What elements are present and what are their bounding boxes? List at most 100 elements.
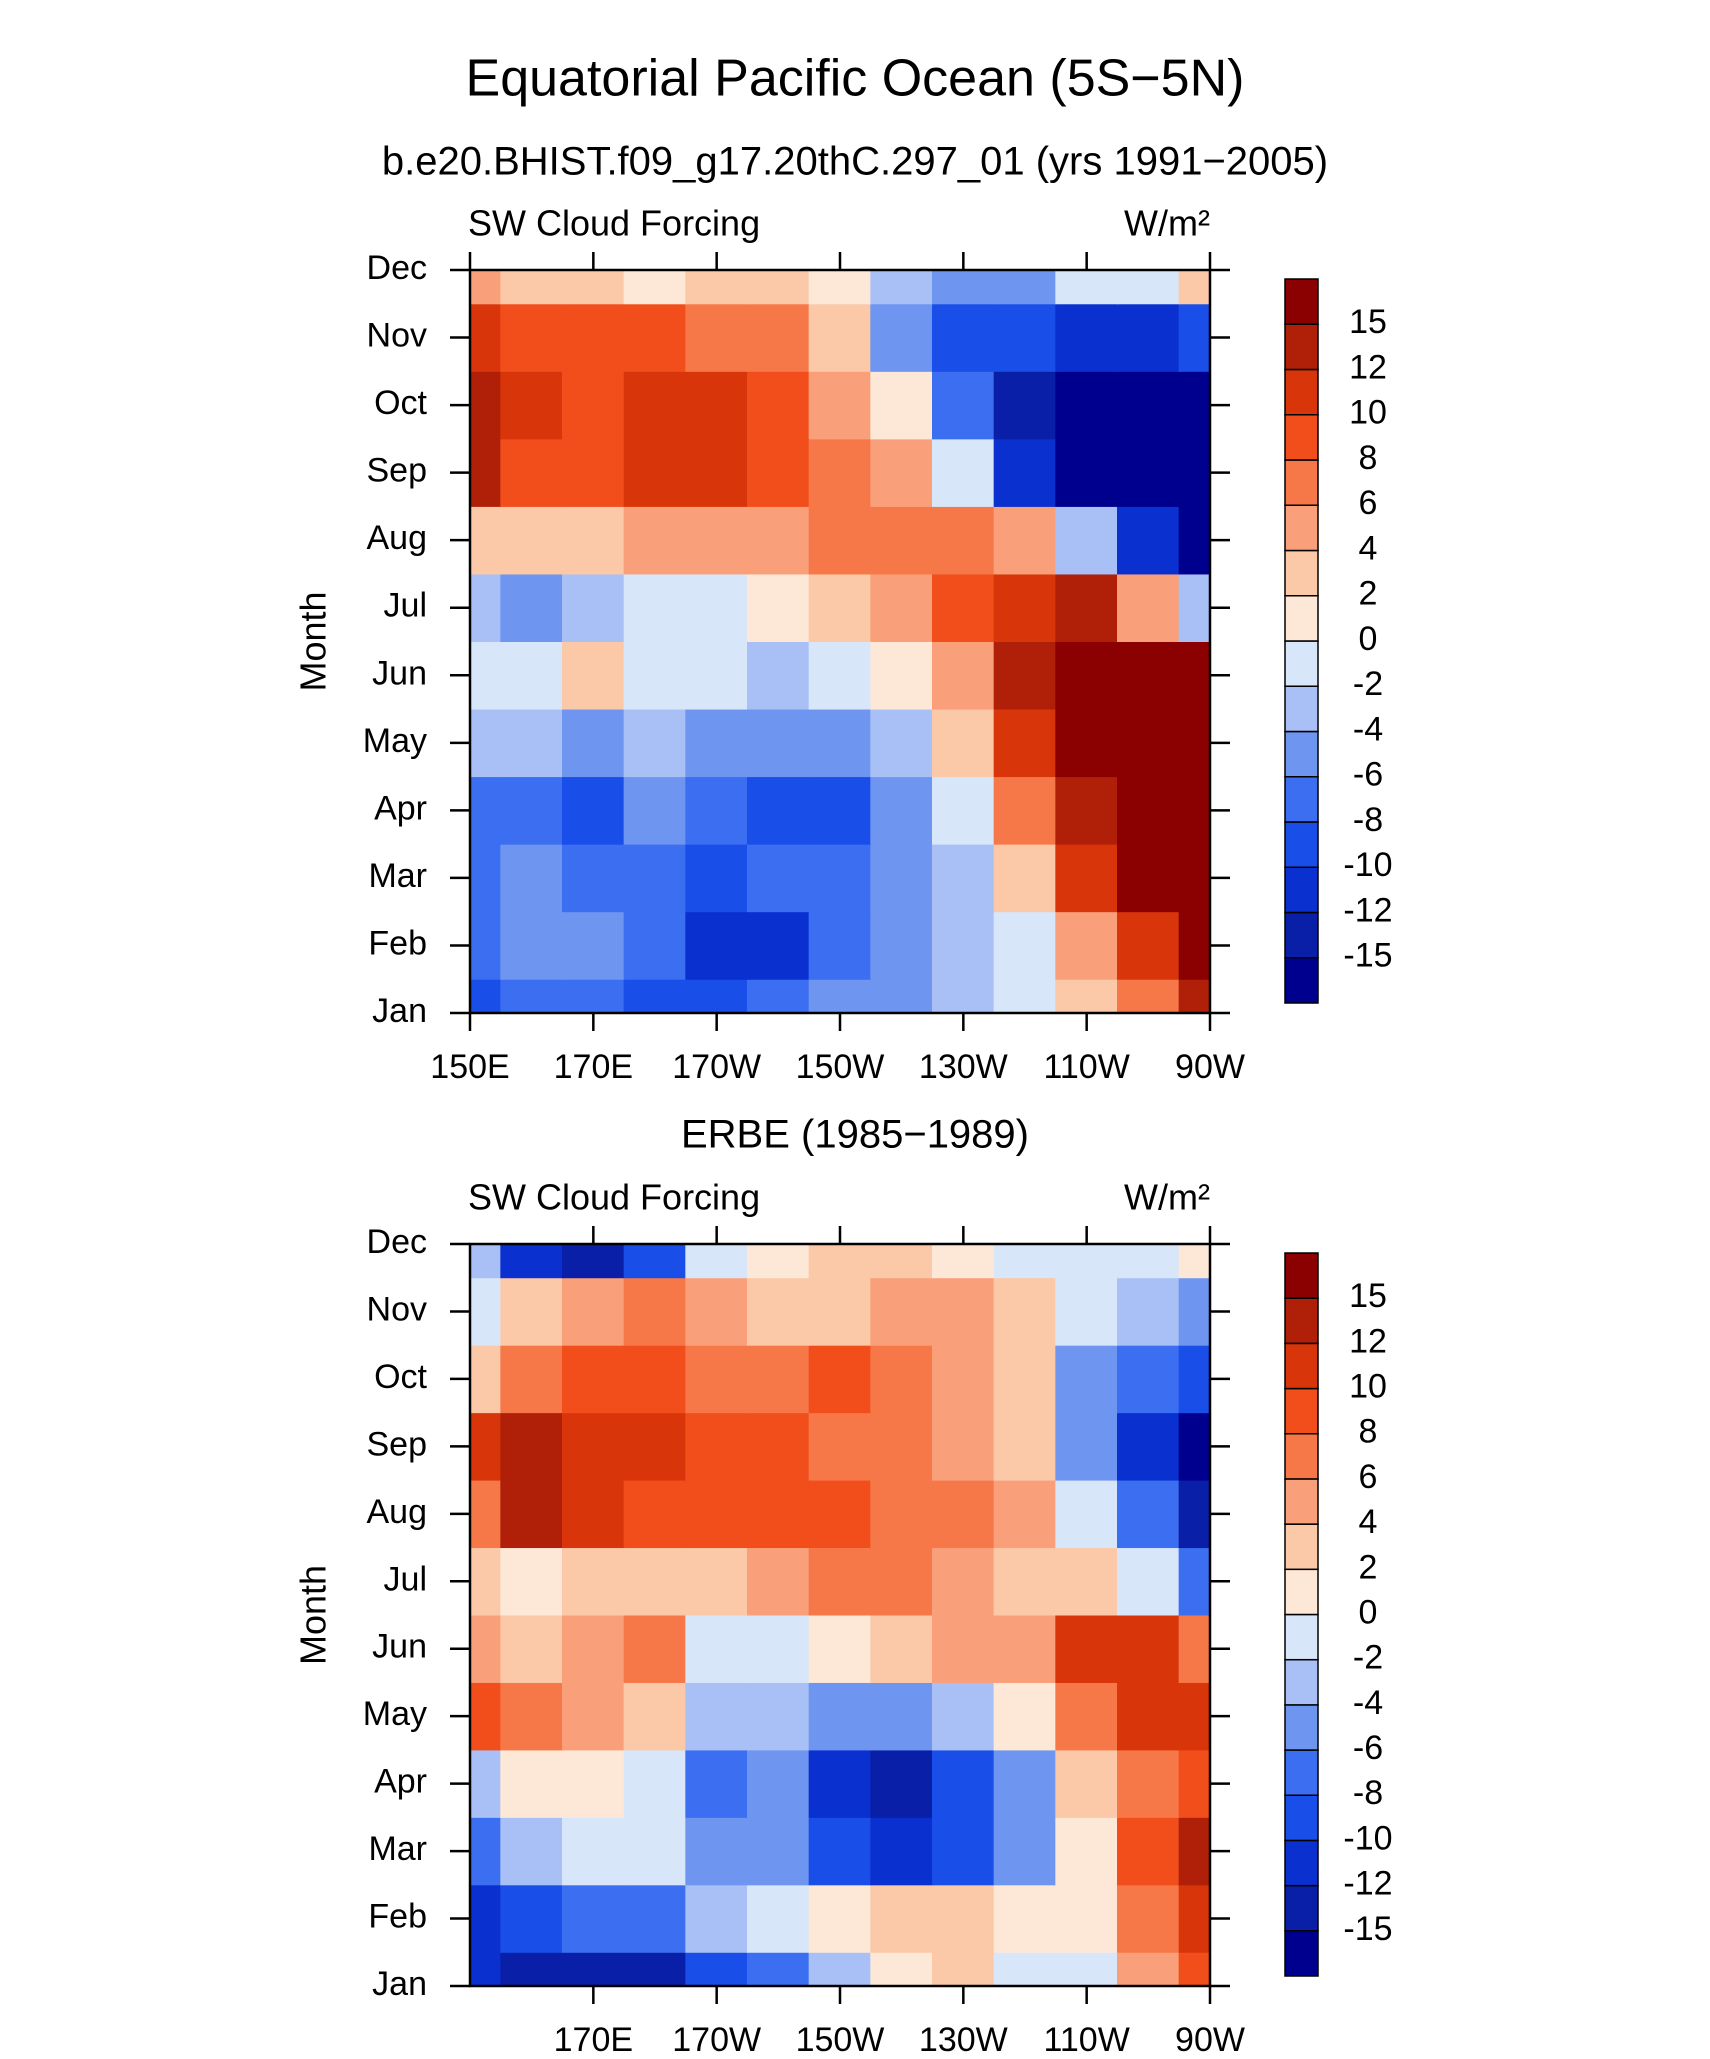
cell	[808, 303, 872, 372]
cell	[1117, 1614, 1180, 1683]
cell	[1117, 1547, 1180, 1616]
colorbar-label: 0	[1359, 1593, 1378, 1631]
cell	[993, 1479, 1057, 1549]
cell	[1055, 303, 1118, 372]
cell	[685, 1277, 748, 1346]
y-tick-label: Feb	[368, 924, 427, 962]
colorbar-label: -2	[1353, 665, 1383, 703]
cell	[500, 1951, 563, 1986]
x-tick-label: 90W	[1175, 1048, 1245, 1086]
cell	[1117, 978, 1180, 1013]
cell	[932, 641, 995, 710]
cell	[685, 573, 748, 642]
colorbar-label: 2	[1359, 575, 1378, 613]
cell	[870, 270, 933, 305]
cell	[470, 1344, 502, 1414]
cell	[562, 1884, 625, 1953]
colorbar-label: 10	[1349, 394, 1387, 432]
y-tick-label: Apr	[374, 789, 427, 827]
colorbar-label: -4	[1353, 1684, 1383, 1722]
cell	[470, 370, 502, 440]
cell	[623, 1614, 687, 1683]
colorbar-box	[1284, 685, 1319, 733]
x-tick-label: 110W	[1044, 1048, 1130, 1086]
x-tick-label: 170E	[554, 1048, 633, 1086]
cell	[500, 641, 563, 710]
cell	[1055, 1479, 1118, 1549]
cell	[1178, 1344, 1210, 1414]
colorbar-label: 2	[1359, 1548, 1378, 1586]
cell	[747, 1681, 810, 1751]
cell	[932, 370, 995, 440]
cell	[685, 776, 748, 845]
cell	[623, 370, 687, 440]
colorbar-label: -6	[1353, 1729, 1383, 1767]
cell	[1117, 303, 1180, 372]
cell	[1055, 438, 1118, 507]
cell	[870, 438, 933, 507]
cell	[1055, 1614, 1118, 1683]
cell	[470, 978, 502, 1013]
cell	[747, 911, 810, 980]
y-tick-label: Nov	[367, 1290, 427, 1328]
cell	[1178, 1951, 1210, 1986]
cell	[1178, 911, 1210, 980]
cell	[685, 1244, 748, 1279]
cell	[808, 1277, 872, 1346]
cell	[562, 1749, 625, 1818]
cell	[1178, 1244, 1210, 1279]
cell	[623, 573, 687, 642]
cell	[993, 1681, 1057, 1751]
cell	[623, 1884, 687, 1953]
cell	[500, 1884, 563, 1953]
cell	[1055, 1951, 1118, 1986]
cell	[870, 1884, 933, 1953]
cell	[685, 911, 748, 980]
cell	[1055, 1884, 1118, 1953]
cell	[870, 1479, 933, 1549]
cell	[1178, 776, 1210, 845]
cell	[932, 303, 995, 372]
cell	[993, 1277, 1057, 1346]
cell	[747, 776, 810, 845]
cell	[808, 843, 872, 913]
cell	[623, 708, 687, 778]
cell	[747, 1614, 810, 1683]
cell	[808, 1884, 872, 1953]
colorbar-box	[1284, 1523, 1319, 1571]
cell	[870, 1277, 933, 1346]
right-label: W/m²	[1124, 1177, 1210, 1218]
cell	[1178, 1816, 1210, 1886]
cell	[500, 573, 563, 642]
cell	[685, 1614, 748, 1683]
cell	[1178, 1479, 1210, 1549]
cell	[993, 1951, 1057, 1986]
cell	[993, 708, 1057, 778]
cell	[1178, 1547, 1210, 1616]
cell	[685, 843, 748, 913]
colorbar-label: -12	[1343, 891, 1392, 929]
colorbar-label: 0	[1359, 620, 1378, 658]
y-tick-label: Dec	[367, 1223, 427, 1261]
cell	[870, 1344, 933, 1414]
x-tick-label: 130W	[919, 2021, 1008, 2059]
cell	[1055, 911, 1118, 980]
cell	[808, 1614, 872, 1683]
cell	[562, 370, 625, 440]
cell	[623, 978, 687, 1013]
cell	[932, 1749, 995, 1818]
cell	[1117, 573, 1180, 642]
cell	[1055, 1749, 1118, 1818]
cell	[562, 573, 625, 642]
cell	[623, 1816, 687, 1886]
colorbar-box	[1284, 1297, 1319, 1345]
cell	[623, 1344, 687, 1414]
colorbar-box	[1284, 957, 1319, 1004]
cell	[747, 1884, 810, 1953]
cell	[623, 843, 687, 913]
cell	[870, 1244, 933, 1279]
cell	[1117, 1884, 1180, 1953]
cell	[808, 505, 872, 575]
y-tick-label: Aug	[367, 1493, 428, 1531]
cell	[1117, 270, 1180, 305]
